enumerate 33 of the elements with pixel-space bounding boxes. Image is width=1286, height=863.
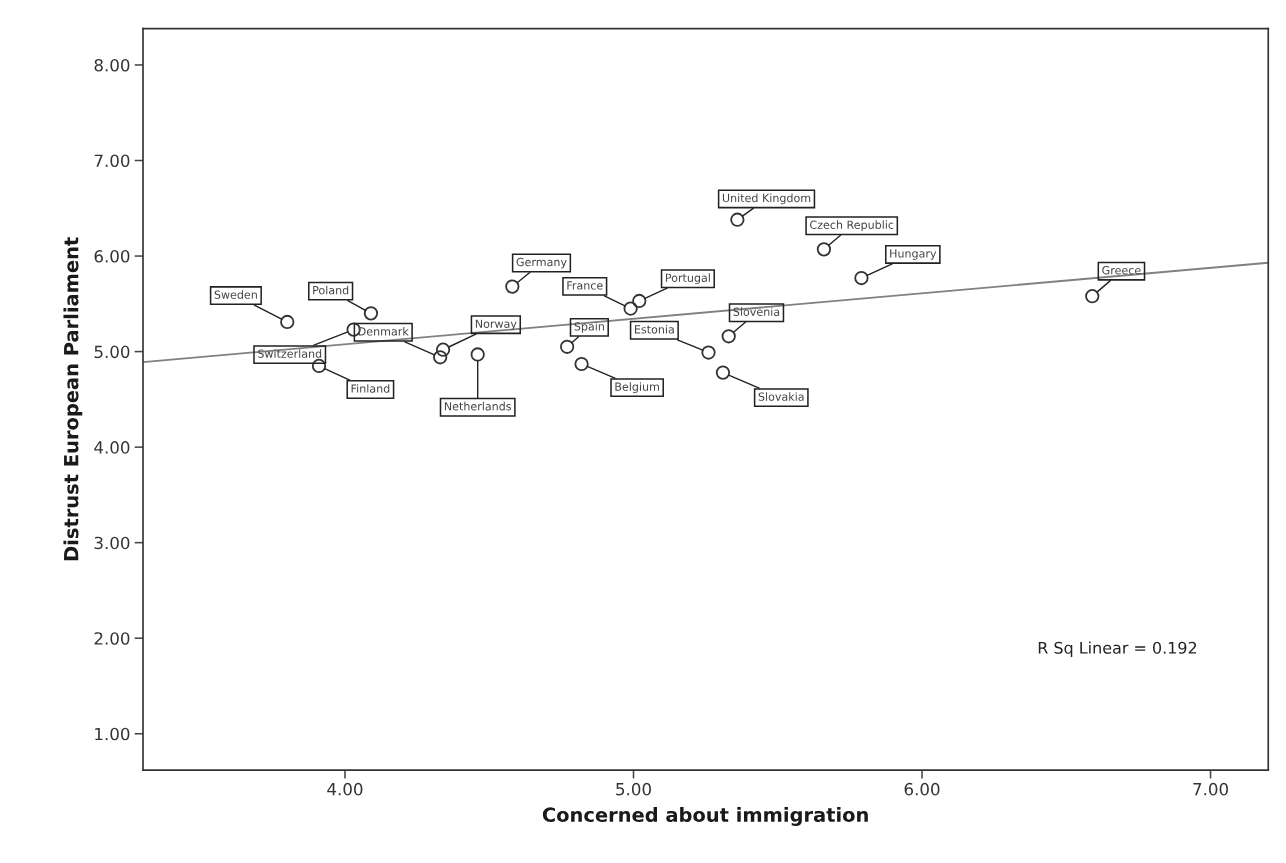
x-tick-label: 4.00 bbox=[327, 782, 363, 796]
annotation: Portugal bbox=[665, 273, 710, 285]
y-axis-title: Distrust European Parliament bbox=[63, 237, 83, 561]
annotation: Norway bbox=[475, 319, 517, 331]
annotation: R Sq Linear = 0.192 bbox=[1038, 641, 1197, 657]
x-axis-title: Concerned about immigration bbox=[542, 807, 868, 826]
y-tick-label: 5.00 bbox=[94, 345, 130, 359]
annotation: Estonia bbox=[634, 324, 674, 334]
y-tick-label: 1.00 bbox=[95, 727, 130, 741]
annotation: Germany bbox=[516, 257, 567, 269]
y-tick-label: 6.00 bbox=[94, 250, 130, 263]
annotation: Netherlands bbox=[444, 401, 512, 411]
y-tick-label: 3.00 bbox=[94, 536, 130, 550]
y-tick-label: 7.00 bbox=[94, 154, 130, 168]
x-tick-label: 7.00 bbox=[1193, 782, 1228, 796]
annotation: Spain bbox=[574, 321, 604, 333]
annotation: Belgium bbox=[615, 382, 659, 393]
annotation: Slovenia bbox=[733, 307, 780, 316]
x-tick-label: 5.00 bbox=[616, 782, 651, 796]
annotation: France bbox=[567, 281, 603, 290]
annotation: United Kingdom bbox=[722, 193, 811, 205]
annotation: Finland bbox=[351, 384, 390, 393]
annotation: Greece bbox=[1102, 265, 1141, 275]
annotation: Hungary bbox=[890, 249, 937, 260]
y-tick-label: 4.00 bbox=[94, 441, 130, 454]
annotation: Czech Republic bbox=[810, 220, 894, 232]
x-tick-label: 6.00 bbox=[904, 782, 940, 796]
annotation: Sweden bbox=[214, 290, 257, 299]
annotation: Poland bbox=[313, 285, 349, 295]
annotation: Slovakia bbox=[758, 392, 804, 401]
y-tick-label: 8.00 bbox=[94, 58, 130, 72]
y-tick-label: 2.00 bbox=[94, 632, 130, 645]
annotation: Switzerland bbox=[258, 349, 322, 358]
